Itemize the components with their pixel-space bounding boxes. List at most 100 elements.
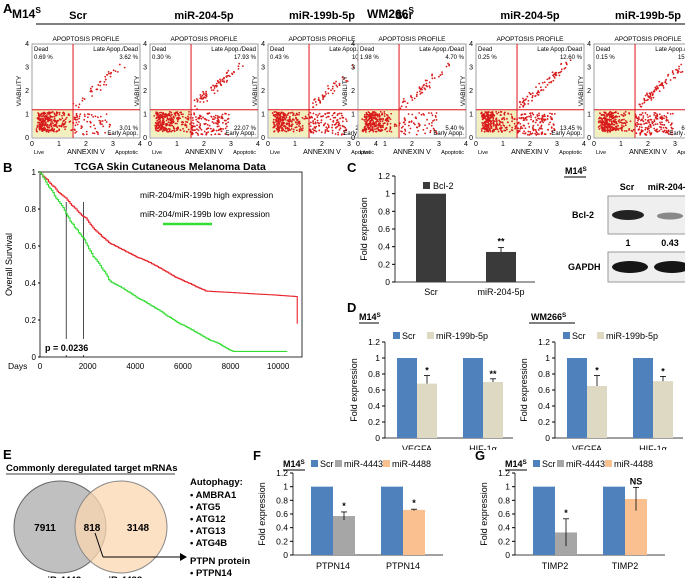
y-tick: 1 (587, 112, 591, 119)
data-dot (377, 126, 380, 129)
data-dot (535, 130, 538, 133)
data-dot (544, 118, 547, 121)
data-dot (241, 65, 244, 68)
x-category-label: TIMP2 (542, 561, 569, 571)
y-tick: 4 (587, 41, 591, 48)
data-dot (276, 115, 279, 118)
data-dot (157, 130, 160, 132)
data-dot (279, 126, 281, 129)
data-dot (522, 105, 525, 108)
early-label: Early Apop. (225, 131, 256, 137)
data-dot (496, 122, 498, 125)
dead-label: Dead (360, 47, 374, 53)
data-dot (155, 129, 157, 131)
legend-low-label: miR-204/miR-199b low expression (140, 209, 270, 219)
data-dot (372, 114, 375, 117)
data-dot (86, 120, 89, 123)
legend-label: Scr (542, 459, 556, 469)
data-dot (644, 112, 647, 114)
data-dot (618, 119, 621, 121)
data-dot (531, 99, 533, 102)
data-dot (58, 111, 61, 114)
data-dot (616, 122, 618, 125)
data-dot (213, 87, 216, 89)
data-dot (90, 89, 93, 92)
data-dot (96, 131, 99, 134)
data-dot (179, 129, 182, 132)
data-dot (411, 113, 414, 116)
legend-swatch (383, 460, 390, 467)
data-dot (628, 128, 631, 130)
data-dot (482, 124, 484, 127)
x-tick: 2 (320, 141, 324, 148)
late-value: 17.93 % (234, 55, 257, 61)
data-dot (210, 89, 213, 92)
data-dot (483, 121, 486, 124)
data-dot (527, 99, 530, 102)
data-dot (538, 112, 540, 115)
dead-label: Dead (34, 47, 48, 53)
data-dot (656, 123, 659, 125)
data-dot (604, 112, 607, 115)
y-tick: 0.8 (25, 205, 37, 214)
data-dot (74, 131, 77, 134)
data-dot (167, 121, 170, 124)
data-dot (656, 130, 659, 133)
data-dot (537, 94, 540, 96)
data-dot (276, 114, 278, 117)
late-value: 3.62 % (119, 55, 138, 61)
data-dot (369, 121, 372, 124)
data-dot (162, 115, 164, 118)
chart-cell-label-name: M14 (283, 459, 301, 469)
data-dot (607, 114, 610, 116)
data-dot (615, 111, 617, 114)
data-dot (522, 97, 524, 100)
data-dot (90, 114, 93, 116)
data-dot (382, 118, 385, 121)
data-dot (326, 123, 329, 126)
dead-value: 0.25 % (478, 55, 497, 61)
panel-g-letter: G (475, 448, 486, 463)
chart-cell-label-name: M14 (505, 459, 523, 469)
significance-mark: * (564, 508, 568, 518)
y-tick: 0.4 (498, 523, 510, 533)
data-dot (310, 121, 312, 124)
data-dot (410, 95, 412, 98)
data-dot (523, 119, 526, 121)
data-dot (322, 96, 325, 99)
data-dot (560, 68, 563, 71)
data-dot (341, 76, 344, 79)
data-dot (667, 133, 670, 136)
data-dot (51, 120, 53, 123)
x-tick: 0 (592, 141, 596, 148)
y-tick: 0.2 (498, 536, 510, 546)
data-dot (276, 128, 279, 131)
legend-label: miR-199b-5p (606, 331, 658, 341)
data-dot (279, 112, 282, 115)
data-dot (648, 92, 651, 95)
data-dot (193, 129, 196, 132)
data-dot (551, 130, 554, 133)
data-dot (79, 113, 82, 116)
venn-arrow-stem (94, 532, 104, 558)
data-dot (282, 121, 285, 124)
data-dot (158, 116, 161, 118)
data-dot (520, 103, 522, 106)
data-dot (548, 77, 551, 80)
data-dot (76, 123, 79, 126)
data-dot (275, 111, 278, 114)
data-dot (648, 130, 651, 132)
data-dot (623, 118, 625, 121)
data-dot (416, 91, 419, 94)
data-dot (275, 121, 277, 123)
x-category-label: PTPN14 (316, 561, 350, 571)
data-dot (639, 113, 641, 116)
data-dot (615, 120, 618, 123)
y-tick: 4 (143, 41, 147, 48)
venn-arrow-head (180, 553, 187, 561)
data-dot (603, 123, 606, 126)
survival-plot: TCGA Skin Cutaneous Melanoma Data00.20.4… (4, 161, 303, 371)
data-dot (523, 130, 526, 133)
data-dot (169, 124, 172, 127)
data-dot (606, 125, 609, 128)
